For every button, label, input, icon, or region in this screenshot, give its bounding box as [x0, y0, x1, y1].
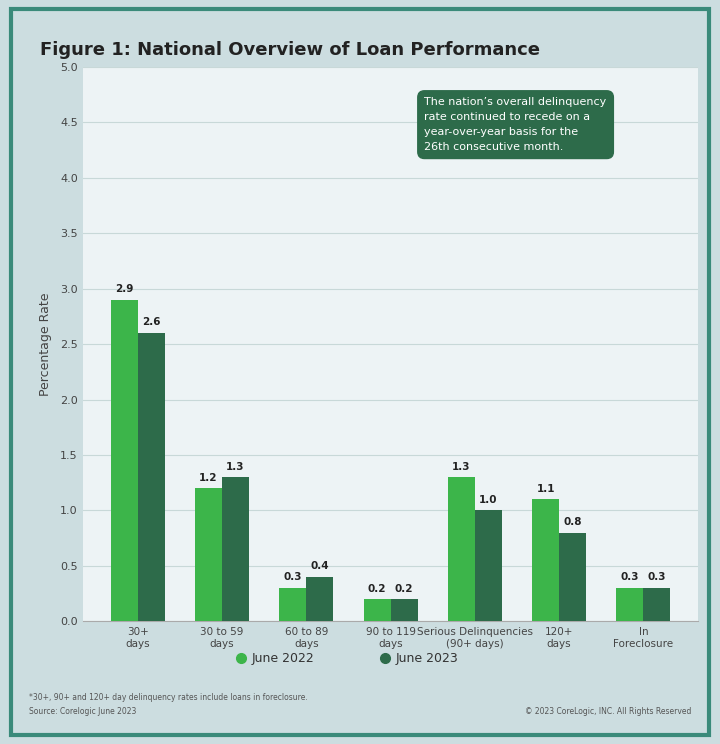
Text: 0.8: 0.8 [564, 517, 582, 527]
Text: Figure 1: National Overview of Loan Performance: Figure 1: National Overview of Loan Perf… [40, 41, 539, 59]
Text: June 2022: June 2022 [252, 652, 315, 665]
Bar [306, 577, 333, 621]
Bar [448, 477, 475, 621]
Bar [532, 499, 559, 621]
Text: 1.3: 1.3 [452, 461, 471, 472]
Text: Source: Corelogic June 2023: Source: Corelogic June 2023 [29, 707, 136, 716]
Bar [644, 588, 670, 621]
Bar [222, 477, 249, 621]
Bar [279, 588, 306, 621]
Bar [195, 488, 222, 621]
Text: 0.3: 0.3 [621, 572, 639, 583]
Text: 0.3: 0.3 [284, 572, 302, 583]
Text: 0.3: 0.3 [648, 572, 666, 583]
Text: © 2023 CoreLogic, INC. All Rights Reserved: © 2023 CoreLogic, INC. All Rights Reserv… [525, 707, 691, 716]
Bar [475, 510, 502, 621]
Text: 1.0: 1.0 [479, 495, 498, 505]
Text: 1.3: 1.3 [226, 461, 245, 472]
Y-axis label: Percentage Rate: Percentage Rate [39, 292, 52, 396]
Bar [138, 333, 165, 621]
Text: *30+, 90+ and 120+ day delinquency rates include loans in foreclosure.: *30+, 90+ and 120+ day delinquency rates… [29, 693, 307, 702]
Text: 2.9: 2.9 [115, 284, 133, 294]
Bar [616, 588, 644, 621]
Text: 0.2: 0.2 [395, 583, 413, 594]
Bar [559, 533, 586, 621]
Text: 1.1: 1.1 [536, 484, 555, 494]
Text: 2.6: 2.6 [142, 318, 161, 327]
Bar [391, 599, 418, 621]
Bar [364, 599, 391, 621]
Text: 0.4: 0.4 [310, 562, 329, 571]
Text: 0.2: 0.2 [368, 583, 387, 594]
Bar [111, 300, 138, 621]
Text: 1.2: 1.2 [199, 472, 217, 483]
Text: The nation’s overall delinquency
rate continued to recede on a
year-over-year ba: The nation’s overall delinquency rate co… [425, 97, 607, 152]
Text: June 2023: June 2023 [396, 652, 459, 665]
